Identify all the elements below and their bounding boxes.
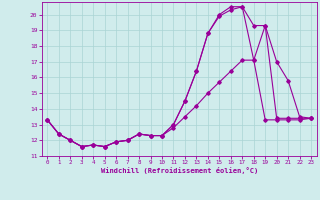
X-axis label: Windchill (Refroidissement éolien,°C): Windchill (Refroidissement éolien,°C) [100, 167, 258, 174]
